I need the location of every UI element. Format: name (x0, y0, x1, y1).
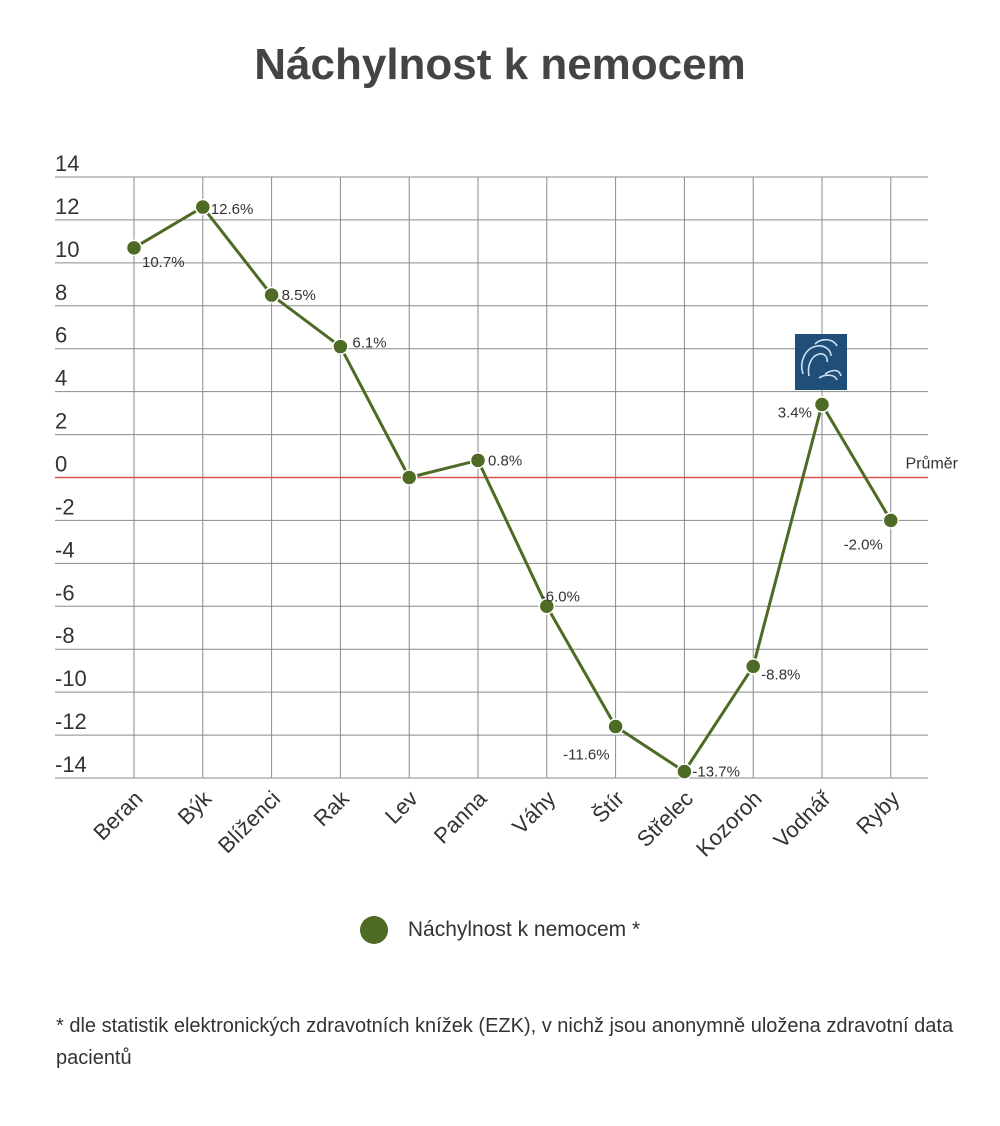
data-label: 0.8% (488, 452, 522, 469)
legend-label: Náchylnost k nemocem * (407, 918, 641, 941)
data-label: 12.6% (211, 201, 254, 218)
y-tick-label: -8 (55, 623, 75, 648)
legend-marker (359, 916, 388, 944)
y-tick-label: 14 (55, 151, 79, 176)
aquarius-sign-icon (795, 334, 847, 390)
x-tick-label: Lev (380, 786, 423, 829)
y-tick-label: 12 (55, 194, 79, 219)
y-tick-label: -12 (55, 709, 87, 734)
x-tick-label: Střelec (632, 786, 698, 852)
data-label: 6.1% (352, 335, 386, 352)
x-tick-label: Beran (88, 786, 147, 845)
series-line (133, 205, 893, 774)
data-point (882, 512, 900, 529)
x-tick-label: Blíženci (213, 786, 285, 858)
x-tick-label: Panna (429, 785, 492, 848)
data-label: 3.4% (778, 405, 812, 422)
data-label: -6.0% (541, 588, 580, 605)
x-tick-label: Rak (309, 785, 355, 831)
y-tick-label: 4 (55, 366, 67, 391)
y-tick-label: 2 (55, 409, 67, 434)
y-tick-label: -4 (55, 537, 75, 562)
x-tick-label: Váhy (507, 786, 560, 839)
data-point (538, 598, 556, 615)
data-label: -11.6% (563, 746, 609, 763)
data-point (813, 396, 831, 413)
data-point (400, 469, 418, 486)
x-tick-label: Kozoroh (691, 786, 767, 862)
x-tick-label: Štír (587, 786, 629, 828)
y-tick-label: -10 (55, 666, 87, 691)
chart-title: Náchylnost k nemocem (254, 40, 746, 89)
y-tick-label: -2 (55, 494, 75, 519)
data-label: 8.5% (282, 287, 316, 304)
footnote: * dle statistik elektronických zdravotní… (56, 1015, 954, 1069)
x-tick-label: Býk (173, 785, 217, 829)
y-tick-label: -6 (55, 580, 75, 605)
x-tick-label: Ryby (851, 786, 904, 839)
data-point (676, 763, 693, 780)
y-tick-label: -14 (55, 752, 87, 777)
data-point (469, 452, 487, 469)
data-point (744, 658, 762, 675)
y-tick-label: 8 (55, 280, 67, 305)
data-label: -8.8% (761, 666, 800, 683)
y-tick-label: 0 (55, 452, 67, 477)
data-label: -2.0% (844, 536, 883, 553)
data-label: -13.7% (692, 764, 740, 781)
average-label: Průměr (906, 455, 959, 473)
data-point (607, 718, 624, 735)
data-point (125, 239, 143, 257)
x-tick-label: Vodnář (769, 785, 836, 852)
data-point (332, 338, 349, 355)
data-point (194, 198, 212, 216)
data-point (263, 286, 280, 304)
y-tick-label: 10 (55, 237, 79, 262)
y-tick-label: 6 (55, 323, 67, 348)
data-label: 10.7% (142, 254, 185, 271)
legend: Náchylnost k nemocem * (0, 916, 1000, 944)
